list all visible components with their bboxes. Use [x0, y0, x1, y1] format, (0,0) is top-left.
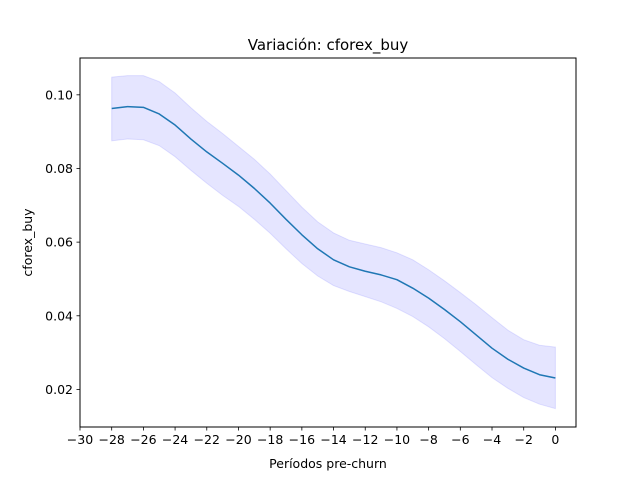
x-tick-label: −20 — [225, 432, 251, 447]
plot-area — [111, 75, 556, 410]
x-axis: −30 −28 −26 −24 −22 −20 −18 −16 −14 −12 −10 −8 −6 −4−… — [67, 427, 559, 447]
x-axis-label: Períodos pre-churn — [269, 456, 387, 471]
x-tick-label: −16 — [289, 432, 315, 447]
x-tick-label: −10 — [384, 432, 410, 447]
x-tick-label: −8 — [419, 432, 437, 447]
x-tick-label: −6 — [451, 432, 469, 447]
x-tick-label: −30 — [67, 432, 93, 447]
x-tick-label: −24 — [162, 432, 188, 447]
confidence-band-0 — [111, 75, 556, 410]
y-tick-label: 0.02 — [45, 382, 73, 397]
x-tick-label: −18 — [257, 432, 283, 447]
x-tick-label: −22 — [194, 432, 220, 447]
y-axis-label: cforex_buy — [20, 208, 35, 277]
y-tick-label: 0.04 — [45, 308, 73, 323]
x-tick-label: −12 — [352, 432, 378, 447]
y-axis: 0.02 0.04 0.06 0.08 0.10 — [45, 87, 80, 397]
x-tick-label: −14 — [320, 432, 346, 447]
series-line-0 — [111, 105, 556, 379]
y-tick-label: 0.06 — [45, 235, 73, 250]
y-tick-label: 0.08 — [45, 161, 73, 176]
x-tick-label: −26 — [130, 432, 156, 447]
x-tick-label: −28 — [98, 432, 124, 447]
chart-title: Variación: cforex_buy — [248, 36, 409, 55]
x-tick-label: −2 — [514, 432, 532, 447]
y-tick-label: 0.10 — [45, 87, 73, 102]
x-tick-label: 0 — [551, 432, 559, 447]
x-tick-label: −4 — [483, 432, 501, 447]
